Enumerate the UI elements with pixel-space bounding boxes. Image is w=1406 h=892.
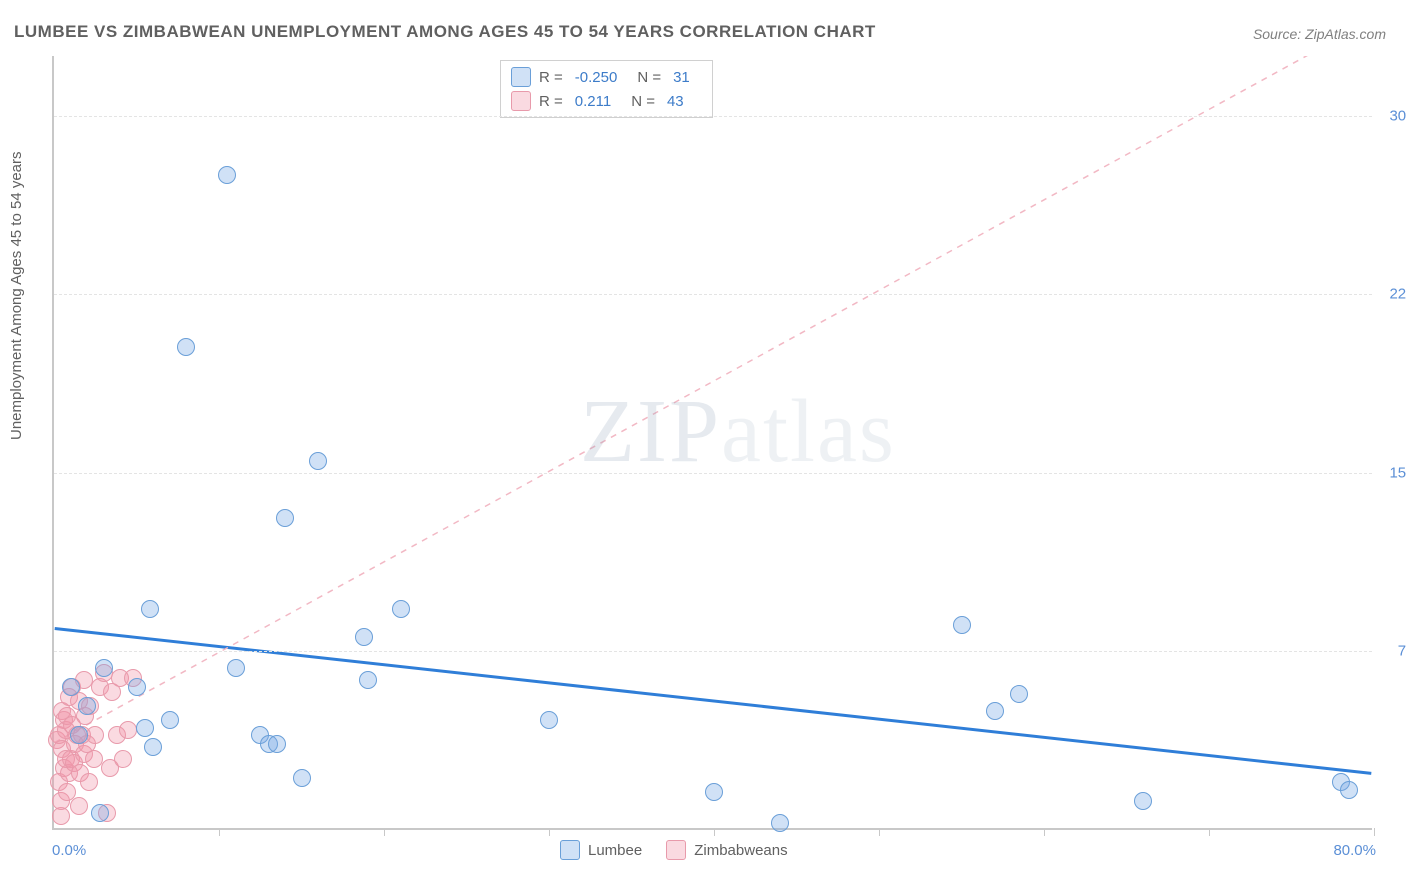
legend-item: Zimbabweans: [666, 840, 787, 860]
gridline: [54, 294, 1372, 295]
stat-r-value: 0.211: [571, 93, 623, 110]
legend-swatch: [511, 91, 531, 111]
scatter-point: [771, 814, 789, 832]
scatter-point: [218, 166, 236, 184]
stats-legend-row: R = -0.250 N = 31: [511, 65, 702, 89]
x-tick: [714, 828, 715, 836]
scatter-point: [161, 711, 179, 729]
scatter-point: [953, 616, 971, 634]
stats-legend-box: R =-0.250N =31R =0.211N =43: [500, 60, 713, 118]
scatter-point: [268, 735, 286, 753]
chart-source: Source: ZipAtlas.com: [1253, 26, 1386, 42]
scatter-point: [1340, 781, 1358, 799]
stat-n-label: N =: [637, 69, 661, 86]
scatter-point: [78, 697, 96, 715]
scatter-point: [114, 750, 132, 768]
x-axis-start-label: 0.0%: [52, 842, 86, 859]
y-tick-label: 15.0%: [1389, 464, 1406, 481]
legend-label: Lumbee: [588, 842, 642, 859]
scatter-point: [705, 783, 723, 801]
stat-r-label: R =: [539, 93, 563, 110]
gridline: [54, 116, 1372, 117]
x-tick: [1044, 828, 1045, 836]
scatter-point: [276, 509, 294, 527]
scatter-point: [293, 769, 311, 787]
scatter-point: [309, 452, 327, 470]
stat-n-value: 43: [663, 93, 696, 110]
stat-r-label: R =: [539, 69, 563, 86]
x-tick: [384, 828, 385, 836]
scatter-point: [986, 702, 1004, 720]
legend-label: Zimbabweans: [694, 842, 787, 859]
scatter-point: [1010, 685, 1028, 703]
y-tick-label: 22.5%: [1389, 286, 1406, 303]
legend-swatch: [666, 840, 686, 860]
scatter-point: [1134, 792, 1152, 810]
gridline: [54, 651, 1372, 652]
scatter-point: [80, 773, 98, 791]
scatter-point: [95, 659, 113, 677]
stat-n-label: N =: [631, 93, 655, 110]
scatter-point: [144, 738, 162, 756]
stats-legend-row: R = 0.211 N = 43: [511, 89, 702, 113]
y-tick-label: 30.0%: [1389, 107, 1406, 124]
scatter-point: [392, 600, 410, 618]
legend-item: Lumbee: [560, 840, 642, 860]
x-axis-end-label: 80.0%: [1333, 842, 1376, 859]
gridline: [54, 473, 1372, 474]
x-tick: [1374, 828, 1375, 836]
y-axis-label: Unemployment Among Ages 45 to 54 years: [8, 151, 25, 440]
series-legend: Lumbee Zimbabweans: [560, 840, 788, 860]
legend-swatch: [560, 840, 580, 860]
stat-n-value: 31: [669, 69, 702, 86]
x-tick: [1209, 828, 1210, 836]
y-tick-label: 7.5%: [1398, 643, 1406, 660]
stat-r-value: -0.250: [571, 69, 630, 86]
scatter-point: [119, 721, 137, 739]
trend-lines-svg: [54, 56, 1372, 828]
chart-title: LUMBEE VS ZIMBABWEAN UNEMPLOYMENT AMONG …: [14, 22, 876, 42]
x-tick: [219, 828, 220, 836]
chart-plot-area: R =-0.250N =31R =0.211N =43 7.5%15.0%22.…: [52, 56, 1372, 830]
scatter-point: [128, 678, 146, 696]
scatter-point: [70, 797, 88, 815]
trend-line: [55, 628, 1372, 773]
scatter-point: [85, 750, 103, 768]
scatter-point: [540, 711, 558, 729]
scatter-point: [359, 671, 377, 689]
legend-swatch: [511, 67, 531, 87]
scatter-point: [70, 726, 88, 744]
x-tick: [879, 828, 880, 836]
scatter-point: [62, 678, 80, 696]
scatter-point: [355, 628, 373, 646]
scatter-point: [91, 804, 109, 822]
scatter-point: [227, 659, 245, 677]
trend-line: [55, 56, 1372, 742]
x-tick: [549, 828, 550, 836]
scatter-point: [141, 600, 159, 618]
scatter-point: [86, 726, 104, 744]
scatter-point: [136, 719, 154, 737]
scatter-point: [177, 338, 195, 356]
